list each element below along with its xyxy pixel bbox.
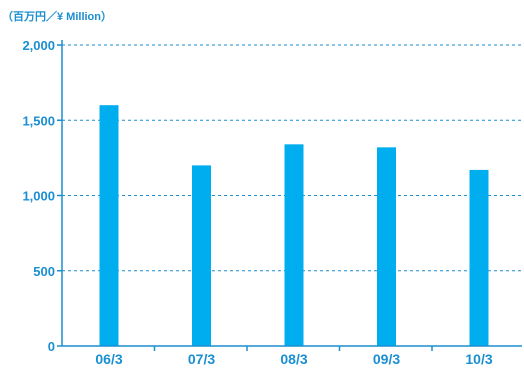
bar-07-3 <box>192 165 211 346</box>
x-tick-label: 07/3 <box>188 351 215 367</box>
y-tick-label: 500 <box>33 264 55 279</box>
y-unit-label: （百万円／¥ Million） <box>2 10 112 23</box>
y-tick-label: 0 <box>48 339 55 354</box>
bar-10-3 <box>469 169 489 346</box>
bars <box>99 105 489 346</box>
y-tick-label: 1,500 <box>22 113 55 128</box>
x-tick-labels: 06/3 07/3 08/3 09/3 10/3 <box>95 351 492 367</box>
bar-08-3 <box>284 144 304 346</box>
x-tick-label: 08/3 <box>280 351 307 367</box>
x-tick-label: 10/3 <box>465 351 492 367</box>
x-tick-label: 06/3 <box>95 351 122 367</box>
bar-06-3 <box>99 105 119 346</box>
y-tick-label: 1,000 <box>22 189 55 204</box>
y-tick-labels: 0 500 1,000 1,500 2,000 <box>22 38 55 354</box>
x-tick-label: 09/3 <box>373 351 400 367</box>
y-tick-label: 2,000 <box>22 38 55 53</box>
axes <box>57 40 522 351</box>
bar-09-3 <box>377 147 396 346</box>
